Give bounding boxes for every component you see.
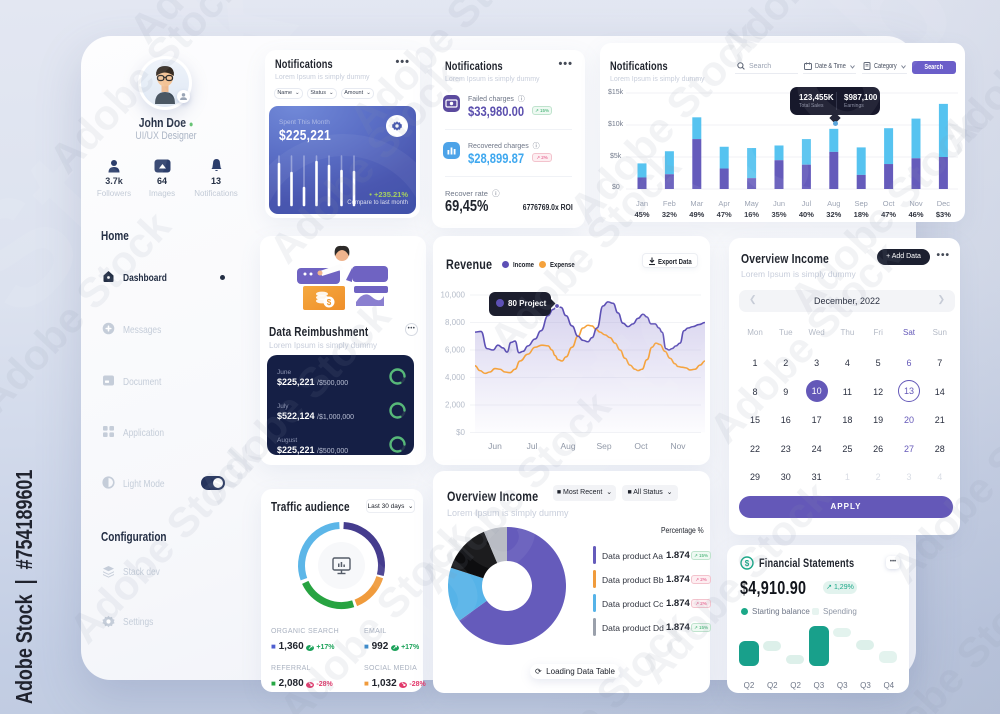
svg-text:Nov: Nov	[670, 441, 686, 451]
svg-text:8,000: 8,000	[445, 318, 466, 327]
svg-text:Aug: Aug	[560, 441, 575, 451]
svg-text:10,000: 10,000	[441, 291, 466, 300]
svg-text:Jun: Jun	[488, 441, 502, 451]
svg-text:2,000: 2,000	[445, 401, 466, 410]
svg-text:$: $	[745, 559, 750, 568]
svg-text:Sep: Sep	[596, 441, 611, 451]
svg-text:Oct: Oct	[634, 441, 648, 451]
svg-text:Jul: Jul	[527, 441, 538, 451]
svg-text:4,000: 4,000	[445, 373, 466, 382]
svg-text:$0: $0	[456, 428, 465, 437]
svg-text:6,000: 6,000	[445, 346, 466, 355]
svg-text:$: $	[327, 298, 332, 307]
